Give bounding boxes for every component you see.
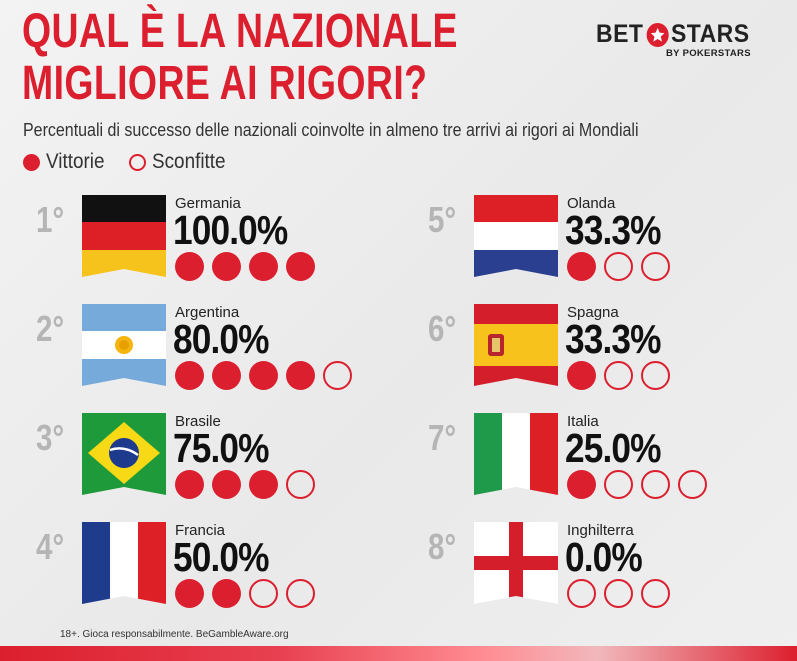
legend-item-wins: Vittorie: [23, 150, 111, 174]
france-flag-icon: [82, 522, 166, 604]
rank-number: 5°: [428, 199, 457, 240]
brazil-flag-icon: [82, 413, 166, 495]
country-name: Brasile: [175, 413, 221, 430]
germany-flag-icon: [82, 195, 166, 277]
success-percentage: 25.0%: [565, 425, 662, 471]
success-percentage: 50.0%: [173, 534, 270, 580]
filled-circle-icon: [23, 153, 40, 171]
spain-flag-icon: [474, 304, 558, 386]
win-dot: [249, 470, 278, 499]
page-title: QUAL È LA NAZIONALE MIGLIORE AI RIGORI?: [22, 6, 458, 110]
rank-number: 7°: [428, 417, 457, 458]
title-line-1: QUAL È LA NAZIONALE: [22, 5, 458, 58]
result-dots: [567, 579, 678, 608]
loss-dot: [641, 470, 670, 499]
result-dots: [567, 470, 715, 499]
win-dot: [175, 470, 204, 499]
loss-dot: [604, 579, 633, 608]
country-name: Argentina: [175, 304, 240, 321]
country-name: Inghilterra: [567, 522, 634, 539]
ranking-entry: 5° Olanda 33.3%: [428, 195, 797, 295]
ranking-entry: 7° Italia 25.0%: [428, 413, 797, 513]
loss-dot: [286, 470, 315, 499]
subtitle: Percentuali di successo delle nazionali …: [23, 119, 639, 140]
result-dots: [175, 579, 323, 608]
rank-number: 6°: [428, 308, 457, 349]
win-dot: [212, 252, 241, 281]
success-percentage: 80.0%: [173, 316, 270, 362]
england-flag-icon: [474, 522, 558, 604]
success-percentage: 100.0%: [173, 207, 288, 253]
country-name: Germania: [175, 195, 241, 212]
ranking-entry: 2° Argentina 80.0%: [36, 304, 416, 404]
win-dot: [249, 252, 278, 281]
result-dots: [175, 252, 323, 281]
win-dot: [567, 252, 596, 281]
result-dots: [175, 361, 360, 390]
argentina-flag-icon: [82, 304, 166, 386]
legend: Vittorie Sconfitte: [23, 150, 252, 174]
ranking-entry: 6° Spagna 33.3%: [428, 304, 797, 404]
netherlands-flag-icon: [474, 195, 558, 277]
win-dot: [175, 252, 204, 281]
ranking-entry: 1° Germania 100.0%: [36, 195, 416, 295]
result-dots: [175, 470, 323, 499]
win-dot: [212, 361, 241, 390]
country-name: Spagna: [567, 304, 619, 321]
country-name: Italia: [567, 413, 599, 430]
win-dot: [567, 361, 596, 390]
betstars-logo: BET STARS BY POKERSTARS: [596, 20, 776, 70]
loss-dot: [641, 252, 670, 281]
result-dots: [567, 361, 678, 390]
win-dot: [286, 252, 315, 281]
ranking-entry: 8° Inghilterra 0.0%: [428, 522, 797, 622]
loss-dot: [323, 361, 352, 390]
loss-dot: [678, 470, 707, 499]
win-dot: [212, 470, 241, 499]
logo-subtext: BY POKERSTARS: [666, 48, 751, 59]
italy-flag-icon: [474, 413, 558, 495]
legend-item-losses: Sconfitte: [128, 150, 234, 174]
loss-dot: [604, 252, 633, 281]
loss-dot: [641, 361, 670, 390]
rank-number: 2°: [36, 308, 65, 349]
result-dots: [567, 252, 678, 281]
ranking-entry: 3° Brasile 75.0%: [36, 413, 416, 513]
rank-number: 4°: [36, 526, 65, 567]
loss-dot: [249, 579, 278, 608]
logo-text-bet: BET: [596, 20, 644, 48]
loss-dot: [604, 470, 633, 499]
success-percentage: 33.3%: [565, 207, 662, 253]
country-name: Francia: [175, 522, 226, 539]
country-name: Olanda: [567, 195, 616, 212]
success-percentage: 33.3%: [565, 316, 662, 362]
bottom-bar: [0, 646, 797, 661]
success-percentage: 0.0%: [565, 534, 643, 580]
logo-text-stars: STARS: [670, 20, 750, 48]
win-dot: [175, 579, 204, 608]
star-icon: [646, 22, 669, 47]
title-line-2: MIGLIORE AI RIGORI?: [22, 57, 428, 110]
loss-dot: [604, 361, 633, 390]
success-percentage: 75.0%: [173, 425, 270, 471]
rank-number: 1°: [36, 199, 65, 240]
loss-dot: [641, 579, 670, 608]
win-dot: [286, 361, 315, 390]
ranking-entry: 4° Francia 50.0%: [36, 522, 416, 622]
win-dot: [567, 470, 596, 499]
rank-number: 8°: [428, 526, 457, 567]
win-dot: [249, 361, 278, 390]
legend-label-wins: Vittorie: [46, 150, 105, 173]
loss-dot: [567, 579, 596, 608]
empty-circle-icon: [128, 153, 146, 171]
win-dot: [175, 361, 204, 390]
loss-dot: [286, 579, 315, 608]
rank-number: 3°: [36, 417, 65, 458]
legend-label-losses: Sconfitte: [151, 150, 226, 173]
win-dot: [212, 579, 241, 608]
footer-disclaimer: 18+. Gioca responsabilmente. BeGambleAwa…: [60, 629, 289, 640]
logo-wordmark: BET STARS: [596, 20, 762, 49]
